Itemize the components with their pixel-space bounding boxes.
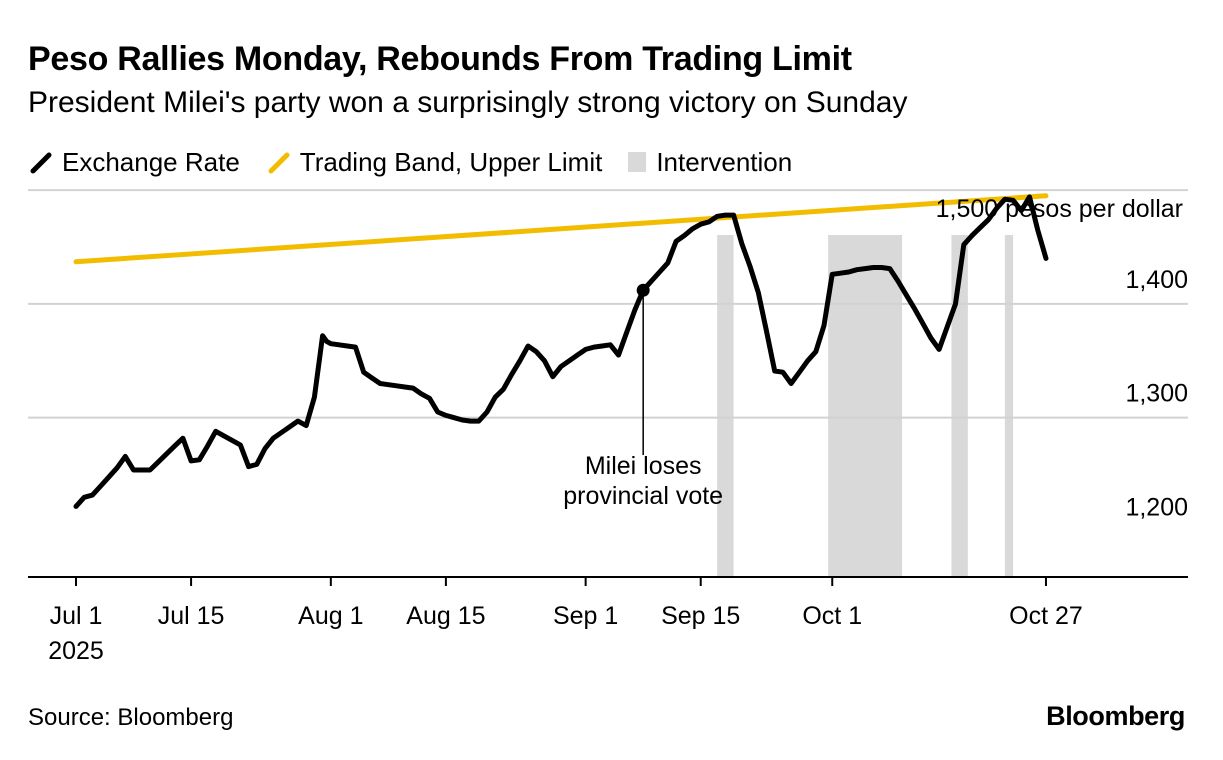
source-note: Source: Bloomberg bbox=[28, 704, 234, 731]
x-tick-label: Aug 1 bbox=[298, 602, 363, 630]
x-tick-label: Oct 1 bbox=[802, 602, 862, 630]
x-tick-label: Aug 15 bbox=[406, 602, 485, 630]
legend-slash-black-icon bbox=[30, 152, 52, 174]
y-tick-label: 1,300 bbox=[1125, 380, 1188, 408]
x-tick-label: Jul 1 bbox=[50, 602, 103, 630]
bloomberg-logo: Bloomberg bbox=[1046, 701, 1185, 731]
legend: Exchange Rate Trading Band, Upper Limit … bbox=[28, 142, 818, 182]
annotation-text-line2: provincial vote bbox=[563, 482, 723, 510]
legend-item-trading-band: Trading Band, Upper Limit bbox=[266, 146, 603, 178]
legend-shade-swatch bbox=[628, 152, 647, 172]
x-tick-label: Sep 15 bbox=[661, 602, 740, 630]
legend-label: Intervention bbox=[656, 146, 793, 177]
x-tick-label: Jul 15 bbox=[158, 602, 225, 630]
y-unit-label: 1,500 pesos per dollar bbox=[936, 195, 1183, 223]
intervention-shade-0 bbox=[717, 235, 734, 577]
legend-slash-yellow-icon bbox=[268, 152, 290, 174]
legend-label: Trading Band, Upper Limit bbox=[299, 146, 603, 177]
x-tick-sublabel: 2025 bbox=[48, 637, 104, 665]
x-tick-label: Sep 1 bbox=[553, 602, 618, 630]
chart-subtitle: President Milei's party won a surprising… bbox=[28, 86, 908, 119]
chart-title: Peso Rallies Monday, Rebounds From Tradi… bbox=[28, 40, 852, 78]
y-tick-label: 1,200 bbox=[1125, 493, 1188, 521]
exchange-rate-line bbox=[73, 194, 1049, 509]
intervention-shade-2 bbox=[951, 235, 968, 577]
x-tick-label: Oct 27 bbox=[1009, 602, 1083, 630]
legend-label: Exchange Rate bbox=[62, 146, 240, 177]
annotation-text-line1: Milei loses bbox=[585, 452, 702, 480]
y-tick-label: 1,400 bbox=[1125, 266, 1188, 294]
legend-item-exchange-rate: Exchange Rate bbox=[28, 147, 240, 178]
trading-band-line bbox=[73, 193, 1049, 265]
intervention-shade-1 bbox=[828, 235, 903, 577]
intervention-shade-3 bbox=[1004, 235, 1014, 577]
legend-item-intervention: Intervention bbox=[628, 147, 792, 178]
